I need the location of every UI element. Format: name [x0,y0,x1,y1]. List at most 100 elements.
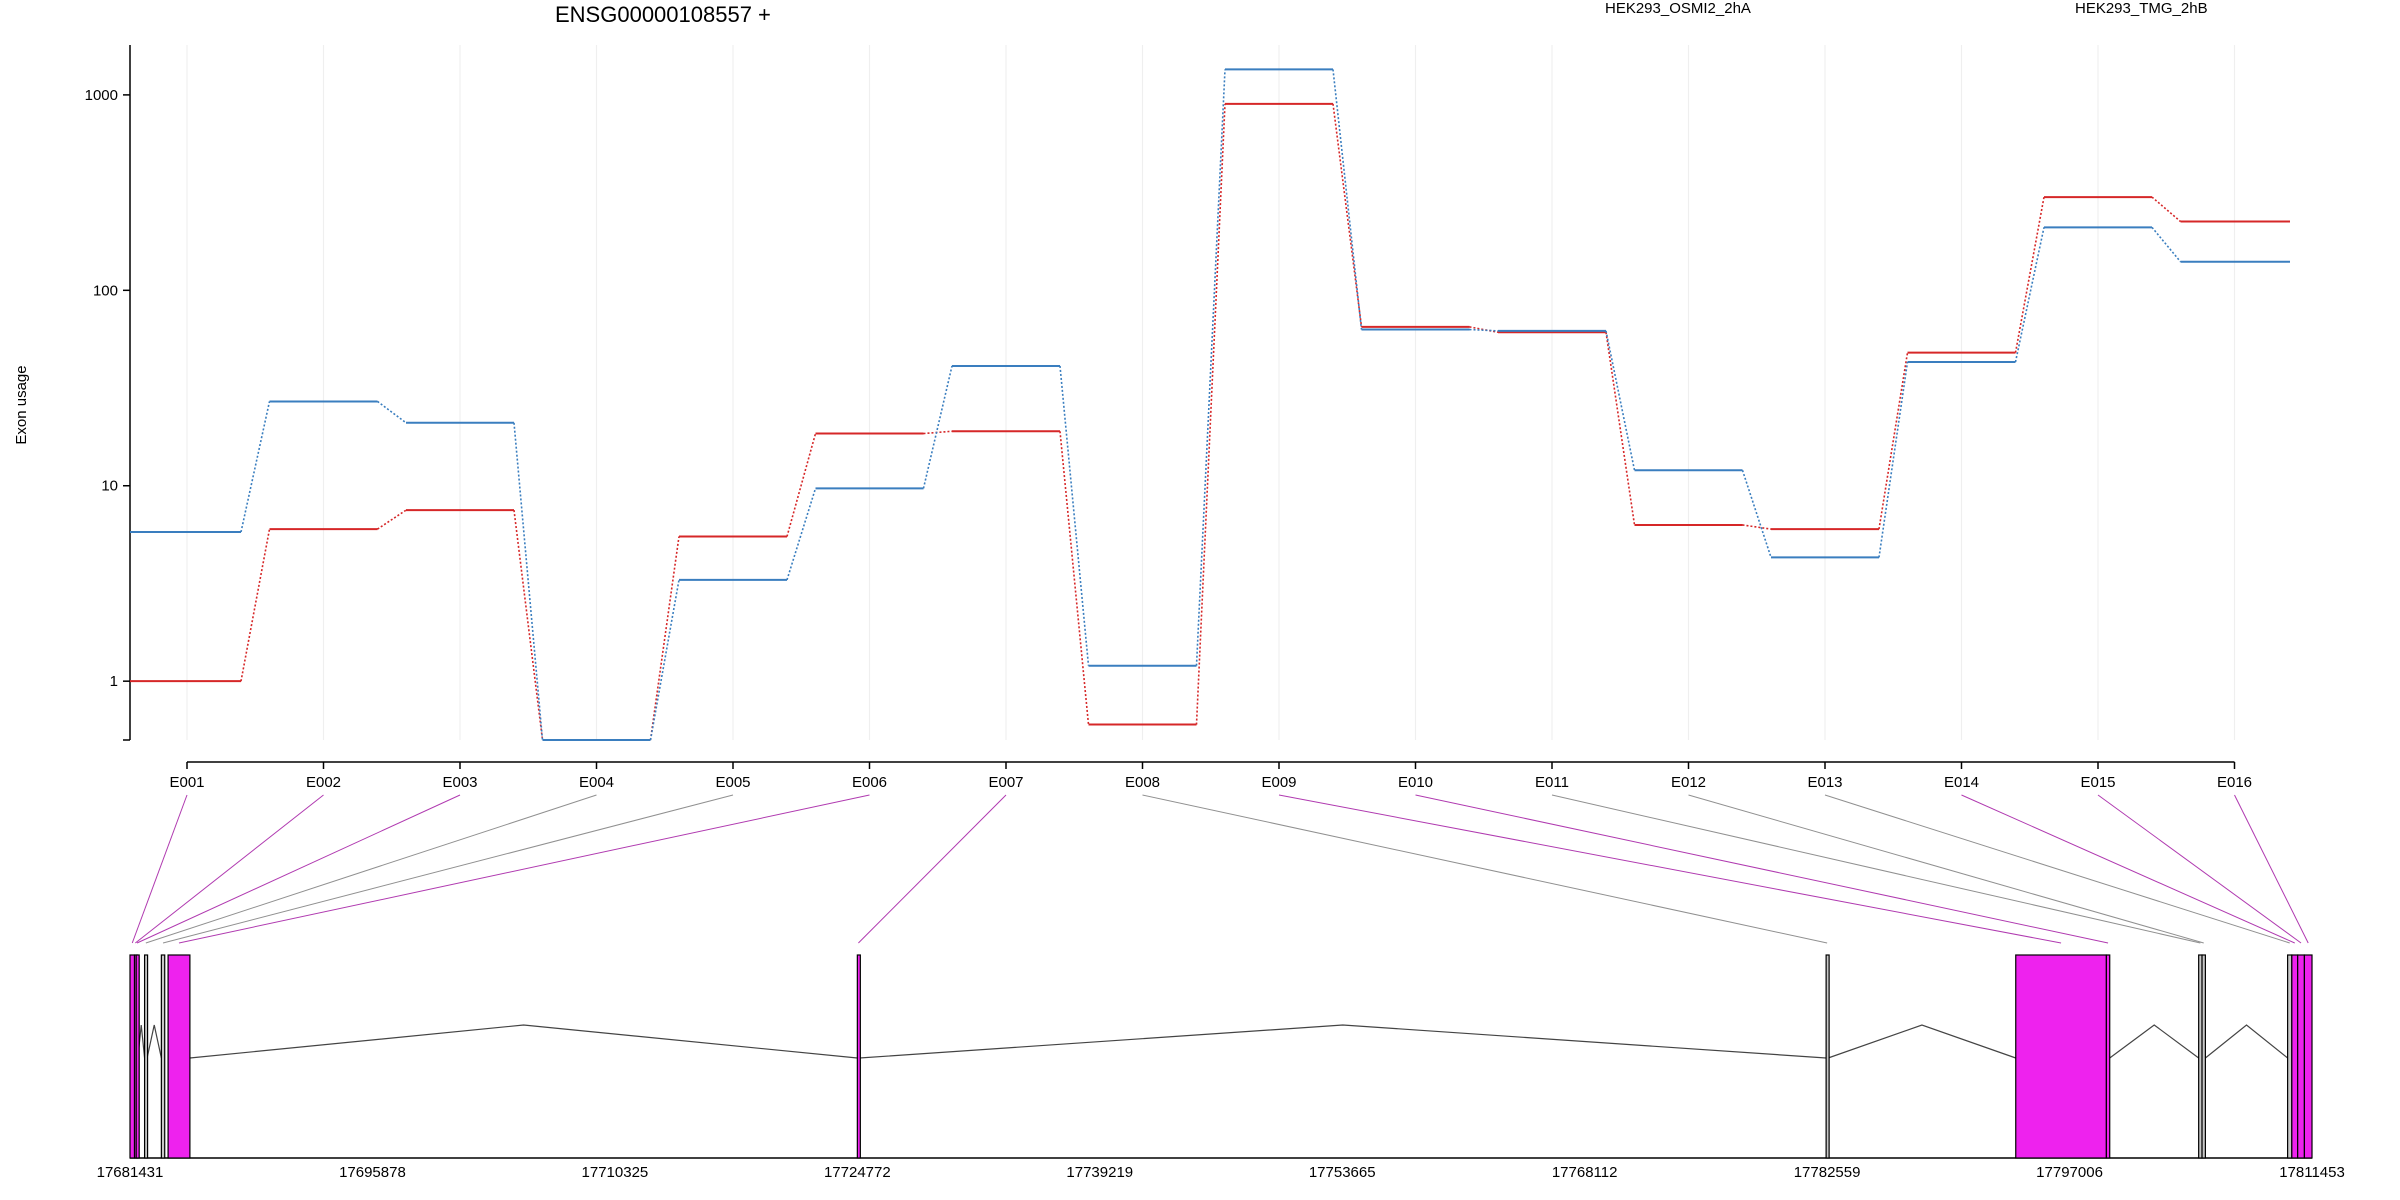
exon-box [167,954,191,1159]
exon-connector-line [1278,794,2062,944]
gene-model: 17681431 17695878 17710325 17724772 17739219… [97,954,2345,1181]
coordinate-tick-label: 17681431 [97,1164,164,1181]
y-tick-label: 10 [101,478,118,495]
series-connector [2014,227,2045,363]
series-connector [786,433,817,537]
series-connector [649,579,680,741]
coordinate-tick-label: 17797006 [2036,1164,2103,1181]
exon-connector-line [1415,794,2109,944]
series-connector [1195,103,1226,725]
series-connector [1605,332,1636,526]
coordinate-tick-label: 17768112 [1552,1164,1618,1181]
x-tick-label: E008 [1125,774,1160,791]
exon-box [2015,954,2107,1159]
series-connector [2151,196,2182,223]
y-axis-label: Exon usage [13,365,30,444]
series-connector [922,365,953,489]
exon-connector-line [2097,794,2302,944]
exon-connector-line [131,794,188,944]
exon-box [2201,954,2206,1159]
exon-box [143,954,149,1159]
y-tick-label: 100 [93,282,118,299]
intron-line [2205,1024,2288,1059]
axes: 1 10 100 1000 E001 E002 E003 E004 E005 E006 E007 E0… [85,45,2252,791]
series-connector [1605,330,1636,471]
x-tick-label: E012 [1671,774,1706,791]
exon-box [129,954,136,1159]
exon-box [856,954,861,1159]
x-tick-label: E014 [1944,774,1979,791]
x-tick-label: E005 [715,774,750,791]
exon-connector-line [136,794,461,944]
exon-connector-line [1142,794,1828,944]
exon-connector-line [162,794,734,944]
intron-line [1827,1024,2016,1059]
series-connector [1059,431,1090,725]
series-connector [1878,352,1909,530]
series-connector [1469,326,1499,334]
series-connector [1469,328,1499,332]
legend-entry-series-2: HEK293_TMG_2hB [2075,0,2208,17]
exon-box [2287,954,2293,1159]
x-tick-label: E009 [1261,774,1296,791]
intron-line [189,1024,858,1059]
x-tick-label: E011 [1535,774,1569,791]
series-connector [1741,470,1772,558]
series-connector [240,401,271,533]
y-tick-label: 1 [110,673,118,690]
exon-box [1825,954,1830,1159]
series-lines [130,68,2290,741]
series-2 [130,68,2290,741]
coordinate-tick-label: 17753665 [1309,1164,1376,1181]
exon-connector-line [1688,794,2204,944]
exon-connector-line [2234,794,2309,944]
x-tick-label: E004 [579,774,614,791]
exon-connector-line [1551,794,2201,944]
coordinate-tick-label: 17695878 [339,1164,406,1181]
series-connector [1332,103,1363,327]
exon-connectors [131,794,2309,944]
x-tick-label: E001 [169,774,204,791]
exon-connector-line [145,794,597,944]
series-connector [786,488,817,581]
exon-box [160,954,166,1159]
series-connector [1878,361,1909,558]
exon-connector-line [858,794,1007,944]
series-connector [2014,196,2045,353]
series-connector [1059,365,1090,666]
exon-box [2303,954,2313,1159]
coordinate-tick-label: 17782559 [1794,1164,1861,1181]
exon-box [2105,954,2111,1159]
series-connector [240,528,271,682]
exon-connector-line [1961,794,2295,944]
series-connector [513,510,544,741]
series-connector [649,536,680,741]
intron-line [2109,1024,2200,1059]
exon-connector-line [178,794,870,944]
series-connector [923,430,953,435]
exon-connector-line [1824,794,2290,944]
chart-title: ENSG00000108557 + [555,2,771,27]
x-tick-label: E002 [306,774,341,791]
legend-entry-series-1: HEK293_OSMI2_2hA [1605,0,1751,17]
x-tick-label: E007 [988,774,1023,791]
exon-connector-line [135,794,324,944]
series-connector [377,400,407,424]
series-connector [2151,226,2182,263]
coordinate-tick-label: 17724772 [824,1164,891,1181]
x-tick-label: E006 [852,774,887,791]
series-connector [1195,69,1226,666]
gridlines [186,45,2236,740]
y-tick-label: 1000 [85,87,118,104]
x-tick-label: E013 [1807,774,1842,791]
exon-box [2291,954,2299,1159]
coordinate-tick-label: 17710325 [582,1164,649,1181]
exon-box [2297,954,2305,1159]
x-tick-label: E016 [2217,774,2252,791]
intron-line [146,1024,162,1059]
series-connector [1742,524,1772,530]
series-connector [377,509,407,530]
exon-box [135,954,140,1159]
x-tick-label: E010 [1398,774,1433,791]
